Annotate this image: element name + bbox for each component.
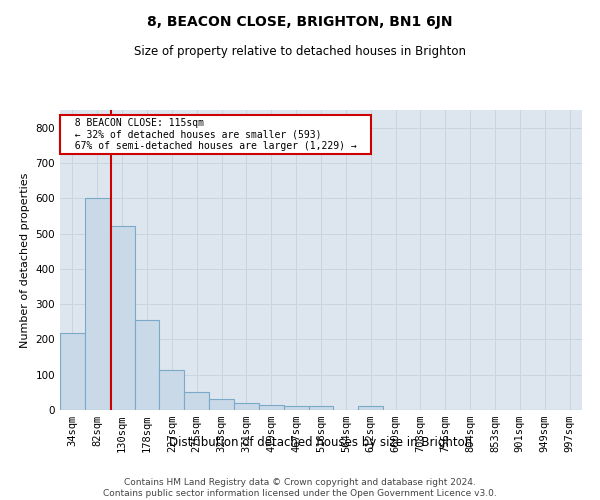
Y-axis label: Number of detached properties: Number of detached properties [20,172,30,348]
Bar [259,404,284,410]
Text: Contains HM Land Registry data © Crown copyright and database right 2024.
Contai: Contains HM Land Registry data © Crown c… [103,478,497,498]
Bar [60,333,85,410]
Bar [184,392,209,410]
Bar [209,398,234,410]
Bar [85,198,110,410]
Text: 8, BEACON CLOSE, BRIGHTON, BN1 6JN: 8, BEACON CLOSE, BRIGHTON, BN1 6JN [147,15,453,29]
Bar [134,320,160,410]
Text: Distribution of detached houses by size in Brighton: Distribution of detached houses by size … [169,436,473,449]
Bar [234,403,259,410]
Text: 8 BEACON CLOSE: 115sqm  
  ← 32% of detached houses are smaller (593)  
  67% of: 8 BEACON CLOSE: 115sqm ← 32% of detached… [62,118,368,150]
Bar [284,406,308,410]
Bar [308,406,334,410]
Bar [160,370,184,410]
Bar [110,226,134,410]
Text: Size of property relative to detached houses in Brighton: Size of property relative to detached ho… [134,45,466,58]
Bar [358,406,383,410]
